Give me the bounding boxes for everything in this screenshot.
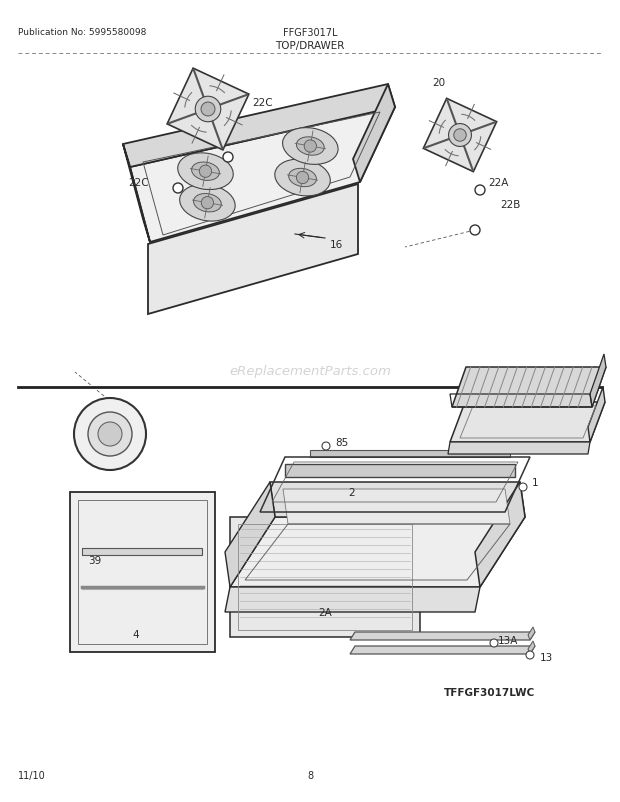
Polygon shape	[167, 69, 249, 151]
Polygon shape	[423, 99, 497, 172]
Polygon shape	[448, 443, 590, 455]
Text: 5: 5	[92, 407, 99, 418]
Text: 20: 20	[188, 73, 201, 83]
Polygon shape	[590, 354, 606, 407]
Circle shape	[88, 412, 132, 456]
Text: TFFGF3017LWC: TFFGF3017LWC	[445, 687, 536, 697]
Circle shape	[223, 153, 233, 163]
Polygon shape	[588, 387, 605, 443]
Circle shape	[173, 184, 183, 194]
Polygon shape	[283, 489, 510, 525]
Polygon shape	[285, 464, 515, 477]
Text: 22C: 22C	[252, 98, 273, 107]
Polygon shape	[230, 517, 420, 638]
Polygon shape	[123, 145, 150, 243]
Polygon shape	[350, 632, 535, 640]
Text: 22C: 22C	[128, 178, 149, 188]
Ellipse shape	[192, 163, 219, 181]
Text: 13: 13	[540, 652, 553, 662]
Circle shape	[199, 166, 211, 178]
Text: 1: 1	[532, 477, 539, 488]
Polygon shape	[82, 549, 202, 555]
Circle shape	[470, 225, 480, 236]
Circle shape	[201, 103, 215, 117]
Ellipse shape	[283, 128, 338, 165]
Text: 2: 2	[348, 488, 355, 497]
Polygon shape	[225, 482, 275, 587]
Text: 2A: 2A	[318, 607, 332, 618]
Text: 9: 9	[543, 423, 549, 432]
Polygon shape	[130, 107, 395, 243]
Text: TOP/DRAWER: TOP/DRAWER	[275, 41, 345, 51]
Polygon shape	[353, 85, 395, 183]
Circle shape	[202, 197, 213, 209]
Ellipse shape	[193, 194, 221, 213]
Text: 22B: 22B	[500, 200, 520, 210]
Ellipse shape	[289, 169, 316, 188]
Text: 8: 8	[307, 770, 313, 780]
Polygon shape	[70, 492, 215, 652]
Text: 85: 85	[335, 437, 348, 448]
Text: 39: 39	[88, 555, 101, 565]
Polygon shape	[350, 646, 535, 654]
Text: eReplacementParts.com: eReplacementParts.com	[229, 365, 391, 378]
Text: 11/10: 11/10	[18, 770, 46, 780]
Text: 13A: 13A	[498, 635, 518, 645]
Ellipse shape	[178, 154, 233, 190]
Circle shape	[304, 140, 316, 153]
Circle shape	[98, 423, 122, 447]
Polygon shape	[475, 482, 525, 587]
Circle shape	[475, 186, 485, 196]
Polygon shape	[450, 403, 605, 443]
Polygon shape	[310, 451, 510, 457]
Text: 10: 10	[575, 392, 588, 403]
Circle shape	[448, 124, 471, 148]
Text: 4: 4	[132, 630, 139, 639]
Polygon shape	[528, 642, 535, 654]
Ellipse shape	[296, 138, 324, 156]
Polygon shape	[230, 517, 525, 587]
Circle shape	[74, 399, 146, 471]
Text: 20: 20	[432, 78, 445, 88]
Text: 22A: 22A	[488, 178, 508, 188]
Circle shape	[296, 172, 309, 184]
Polygon shape	[528, 627, 535, 640]
Text: Publication No: 5995580098: Publication No: 5995580098	[18, 28, 146, 37]
Polygon shape	[148, 184, 358, 314]
Circle shape	[519, 484, 527, 492]
Polygon shape	[270, 482, 525, 517]
Text: 16: 16	[330, 240, 343, 249]
Polygon shape	[452, 367, 606, 407]
Circle shape	[322, 443, 330, 451]
Circle shape	[526, 651, 534, 659]
Circle shape	[454, 130, 466, 142]
Polygon shape	[123, 85, 395, 168]
Ellipse shape	[275, 160, 330, 196]
Ellipse shape	[180, 185, 235, 222]
Circle shape	[490, 639, 498, 647]
Circle shape	[195, 97, 221, 123]
Polygon shape	[225, 587, 480, 612]
Text: FFGF3017L: FFGF3017L	[283, 28, 337, 38]
